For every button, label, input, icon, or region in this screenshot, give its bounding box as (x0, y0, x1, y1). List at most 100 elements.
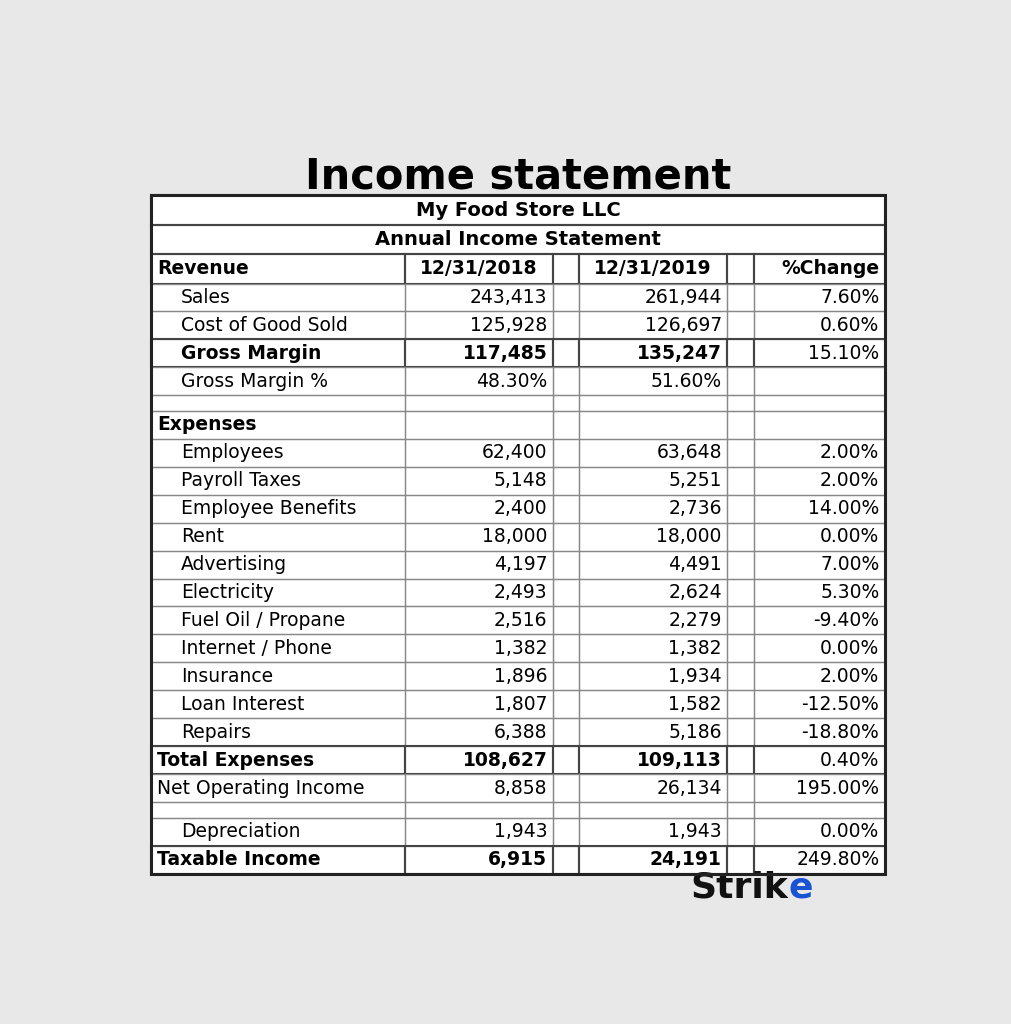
Bar (152, 606, 404, 635)
Text: 5,251: 5,251 (668, 471, 722, 490)
Text: 0.00%: 0.00% (820, 822, 880, 841)
Bar (753, 635, 885, 663)
Bar (727, 746, 753, 774)
Bar (553, 467, 579, 495)
Bar (753, 579, 885, 606)
Text: 0.40%: 0.40% (820, 751, 880, 770)
Bar (727, 774, 753, 802)
Bar (753, 718, 885, 746)
Bar (553, 339, 579, 368)
Text: 1,382: 1,382 (668, 639, 722, 657)
Text: 26,134: 26,134 (656, 778, 722, 798)
Bar (727, 467, 753, 495)
Bar (727, 284, 753, 311)
Text: e: e (789, 870, 813, 905)
Text: 7.00%: 7.00% (820, 555, 880, 574)
Bar (753, 522, 885, 551)
Bar (152, 339, 404, 368)
Bar (404, 284, 553, 311)
Bar (553, 311, 579, 339)
Bar (553, 746, 579, 774)
Bar (152, 196, 885, 873)
Text: -9.40%: -9.40% (813, 611, 880, 630)
Bar (753, 846, 885, 873)
Text: 108,627: 108,627 (462, 751, 547, 770)
Bar (553, 254, 579, 284)
Bar (553, 284, 579, 311)
Bar (152, 196, 885, 225)
Bar (553, 411, 579, 438)
Text: Gross Margin %: Gross Margin % (181, 372, 329, 391)
Bar (753, 551, 885, 579)
Text: Net Operating Income: Net Operating Income (157, 778, 364, 798)
Text: 14.00%: 14.00% (808, 499, 880, 518)
Bar (579, 254, 727, 284)
Text: Fuel Oil / Propane: Fuel Oil / Propane (181, 611, 346, 630)
Text: 4,491: 4,491 (668, 555, 722, 574)
Text: Insurance: Insurance (181, 667, 273, 686)
Text: 0.00%: 0.00% (820, 527, 880, 546)
Text: 1,896: 1,896 (493, 667, 547, 686)
Bar (404, 254, 553, 284)
Bar (579, 802, 727, 817)
Text: Loan Interest: Loan Interest (181, 695, 304, 714)
Text: 0.00%: 0.00% (820, 639, 880, 657)
Bar (727, 663, 753, 690)
Bar (727, 718, 753, 746)
Bar (753, 746, 885, 774)
Bar (404, 495, 553, 522)
Text: My Food Store LLC: My Food Store LLC (416, 201, 621, 219)
Bar (404, 663, 553, 690)
Text: 1,382: 1,382 (493, 639, 547, 657)
Bar (404, 311, 553, 339)
Text: 48.30%: 48.30% (476, 372, 547, 391)
Text: Taxable Income: Taxable Income (157, 850, 320, 869)
Text: 5,148: 5,148 (493, 471, 547, 490)
Bar (152, 817, 404, 846)
Bar (404, 746, 553, 774)
Bar (553, 395, 579, 411)
Bar (579, 746, 727, 774)
Bar (753, 339, 885, 368)
Bar (152, 254, 404, 284)
Bar (753, 311, 885, 339)
Bar (152, 495, 404, 522)
Bar (753, 411, 885, 438)
Bar (404, 802, 553, 817)
Bar (727, 551, 753, 579)
Text: 2,493: 2,493 (493, 583, 547, 602)
Bar (727, 606, 753, 635)
Bar (152, 802, 404, 817)
Bar (727, 579, 753, 606)
Bar (152, 579, 404, 606)
Text: 5.30%: 5.30% (820, 583, 880, 602)
Bar (152, 368, 404, 395)
Text: 243,413: 243,413 (470, 288, 547, 307)
Bar (404, 438, 553, 467)
Bar (404, 339, 553, 368)
Bar (553, 606, 579, 635)
Bar (727, 438, 753, 467)
Text: 2,736: 2,736 (668, 499, 722, 518)
Bar (553, 579, 579, 606)
Text: 1,582: 1,582 (668, 695, 722, 714)
Bar (579, 718, 727, 746)
Bar (152, 635, 404, 663)
Bar (753, 802, 885, 817)
Bar (404, 774, 553, 802)
Bar (753, 254, 885, 284)
Text: 2.00%: 2.00% (820, 667, 880, 686)
Bar (404, 635, 553, 663)
Text: 4,197: 4,197 (493, 555, 547, 574)
Text: Depreciation: Depreciation (181, 822, 300, 841)
Text: 1,943: 1,943 (493, 822, 547, 841)
Text: Sales: Sales (181, 288, 232, 307)
Bar (553, 522, 579, 551)
Text: Payroll Taxes: Payroll Taxes (181, 471, 301, 490)
Bar (579, 495, 727, 522)
Bar (553, 802, 579, 817)
Text: 51.60%: 51.60% (651, 372, 722, 391)
Bar (152, 663, 404, 690)
Bar (727, 368, 753, 395)
Bar (727, 254, 753, 284)
